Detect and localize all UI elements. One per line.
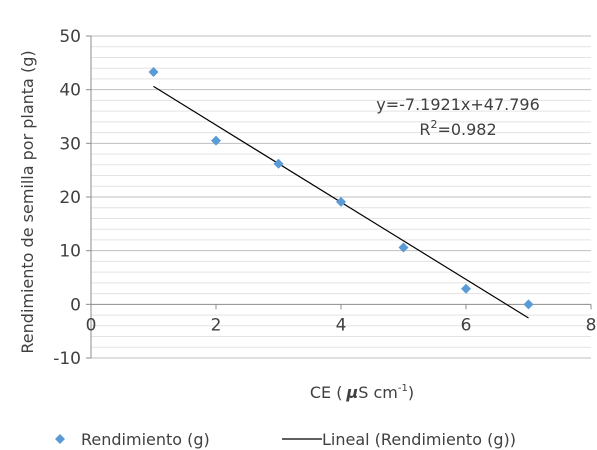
data-point-6: [461, 283, 471, 294]
y-axis-title: Rendimiento de semilla por planta (g): [18, 50, 37, 353]
x-axis-title: CE (μS cm-1): [310, 383, 414, 402]
y-tick-label: 20: [59, 188, 81, 208]
x-tick-label: 2: [211, 315, 222, 335]
x-axis-superscript: -1: [398, 383, 408, 394]
y-tick-label: 30: [59, 134, 81, 154]
legend-label-lineal: Lineal (Rendimiento (g)): [322, 430, 516, 449]
x-tick-label: 4: [336, 315, 347, 335]
y-tick-label: 50: [59, 27, 81, 47]
legend-diamond-marker: [55, 434, 65, 444]
data-point-4: [336, 196, 346, 207]
x-tick-label: 8: [586, 315, 597, 335]
data-point-2: [211, 135, 221, 146]
axes: [86, 35, 592, 359]
y-tick-labels: -10 0 10 20 30 40 50: [53, 27, 81, 369]
data-point-3: [273, 158, 284, 169]
y-tick-label: 40: [59, 81, 81, 101]
y-tick-label: -10: [53, 349, 81, 369]
data-point-5: [398, 242, 409, 253]
y-tick-label: 0: [70, 295, 81, 315]
data-point-1: [148, 66, 159, 77]
legend-label-rendimiento: Rendimiento (g): [81, 430, 210, 449]
data-point-7: [523, 299, 534, 310]
trendline-r2: R2=0.982: [419, 118, 496, 139]
legend: Rendimiento (g) Lineal (Rendimiento (g)): [55, 430, 516, 449]
data-points: [148, 66, 534, 310]
r2-superscript: 2: [430, 118, 437, 131]
x-tick-label: 0: [86, 315, 97, 335]
grid-lines: [91, 35, 591, 359]
x-tick-labels: 0 2 4 6 8: [86, 315, 597, 335]
y-tick-label: 10: [59, 242, 81, 262]
x-tick-label: 6: [461, 315, 472, 335]
trendline-equation: y=-7.1921x+47.796: [376, 95, 540, 114]
